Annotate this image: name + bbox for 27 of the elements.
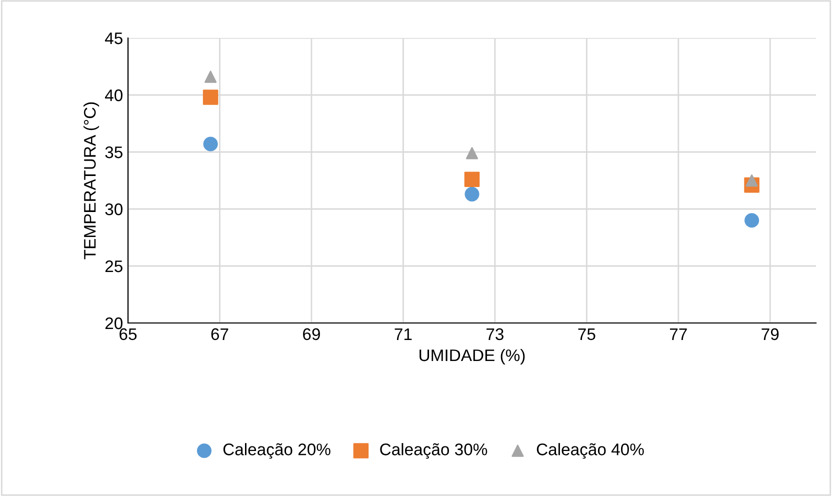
point — [202, 90, 218, 105]
point — [744, 213, 760, 228]
legend-label: Caleação 30% — [380, 443, 488, 459]
point — [464, 186, 480, 202]
y-tick-label: 35 — [105, 146, 122, 158]
x-tick-label: 73 — [486, 328, 504, 340]
point — [204, 70, 217, 83]
point — [466, 147, 478, 160]
x-tick-label: 79 — [762, 328, 779, 340]
x-tick-label: 77 — [670, 328, 687, 340]
legend-label: Caleação 40% — [536, 443, 644, 459]
y-tick-label: 25 — [105, 260, 122, 272]
legend-label: Caleação 20% — [223, 443, 330, 459]
y-axis-title: TEMPERATURA (°C) — [84, 102, 100, 260]
y-tick-label: 40 — [104, 89, 122, 102]
x-tick-label: 69 — [303, 328, 320, 340]
y-tick-label: 20 — [105, 317, 122, 330]
y-tick-label: 30 — [105, 203, 122, 216]
point — [464, 172, 480, 187]
x-tick-label: 71 — [394, 328, 412, 340]
y-tick-label: 45 — [104, 32, 122, 44]
x-tick-label: 65 — [120, 328, 137, 340]
x-axis-title: UMIDADE (%) — [420, 348, 525, 364]
point — [746, 174, 758, 187]
x-tick-label: 67 — [211, 328, 228, 340]
point — [203, 136, 218, 152]
x-tick-label: 75 — [578, 328, 596, 340]
